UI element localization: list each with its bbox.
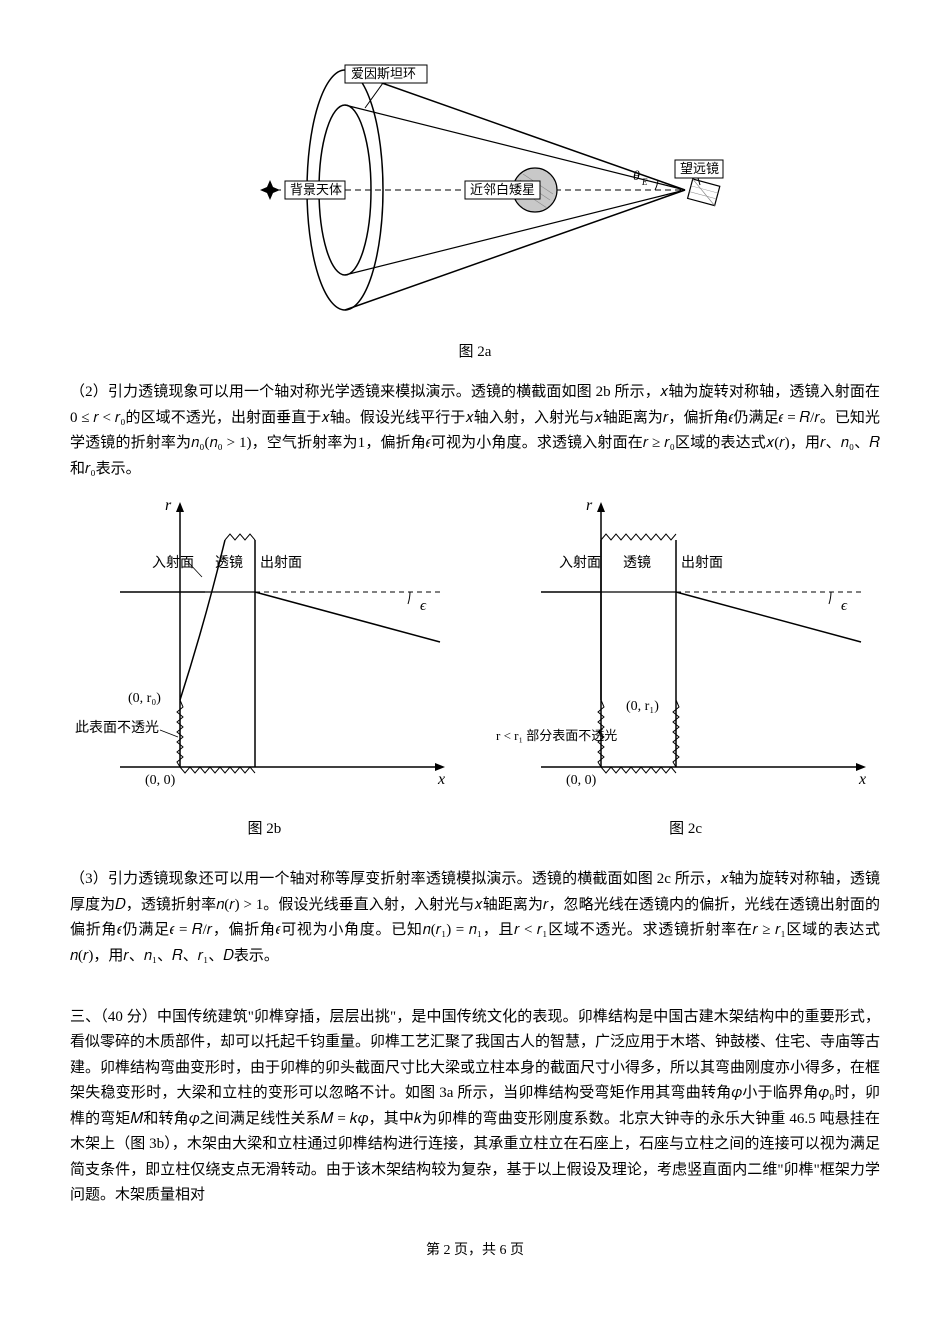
origin-label-2c: (0, 0) — [566, 773, 597, 788]
figure-2c-svg: r x (0, 0) (0, r₁) — [491, 492, 881, 802]
epsilon-label-2b: ϵ — [420, 598, 427, 614]
figure-2b-caption: 图 2b — [70, 817, 459, 843]
figure-2b-wrapper: r x (0, 0) (0, r₀) — [70, 492, 459, 857]
section-2-text: （2）引力透镜现象可以用一个轴对称光学透镜来模拟演示。透镜的横截面如图 2b 所… — [70, 380, 880, 482]
incident-label-2c: 入射面 — [559, 555, 601, 571]
r1-label-2c: (0, r₁) — [626, 699, 659, 714]
section-3-main: 三、（40 分）中国传统建筑"卯榫穿插，层层出挑"，是中国传统文化的表现。卯榫结… — [70, 1005, 880, 1209]
r-axis-label-2c: r — [586, 497, 593, 514]
r0-label-2b: (0, r₀) — [128, 691, 161, 706]
figure-2b-svg: r x (0, 0) (0, r₀) — [70, 492, 460, 802]
theta-label: θ — [633, 169, 640, 184]
whitedwarf-label: 近邻白矮星 — [470, 182, 535, 197]
ring-label: 爱因斯坦环 — [351, 66, 416, 81]
exit-label-2b: 出射面 — [260, 555, 302, 571]
figure-2a-svg: θ E 爱因斯坦环 背景天体 近邻白矮星 望远镜 — [215, 60, 735, 320]
section-3-intro: （3）引力透镜现象还可以用一个轴对称等厚变折射率透镜模拟演示。透镜的横截面如图 … — [70, 867, 880, 969]
figure-2a-caption: 图 2a — [70, 340, 880, 366]
origin-label-2b: (0, 0) — [145, 773, 176, 788]
lens-label-2c: 透镜 — [623, 555, 651, 571]
background-label: 背景天体 — [290, 182, 342, 197]
x-axis-label-2b: x — [437, 771, 445, 788]
lens-label-2b: 透镜 — [215, 555, 243, 571]
exit-label-2c: 出射面 — [681, 555, 723, 571]
r-axis-label-2b: r — [165, 497, 172, 514]
opaque-label-2c: r < r₁ 部分表面不透光 — [496, 728, 617, 743]
incident-label-2b: 入射面 — [152, 555, 194, 571]
x-axis-label-2c: x — [858, 771, 866, 788]
svg-text:E: E — [641, 177, 648, 187]
page-footer: 第 2 页，共 6 页 — [70, 1239, 880, 1263]
telescope-label: 望远镜 — [680, 161, 719, 176]
opaque-label-2b: 此表面不透光 — [75, 720, 159, 736]
figure-2c-wrapper: r x (0, 0) (0, r₁) — [491, 492, 880, 857]
figures-2bc-row: r x (0, 0) (0, r₀) — [70, 492, 880, 857]
figure-2a-container: θ E 爱因斯坦环 背景天体 近邻白矮星 望远镜 — [70, 60, 880, 330]
figure-2c-caption: 图 2c — [491, 817, 880, 843]
epsilon-label-2c: ϵ — [841, 598, 848, 614]
